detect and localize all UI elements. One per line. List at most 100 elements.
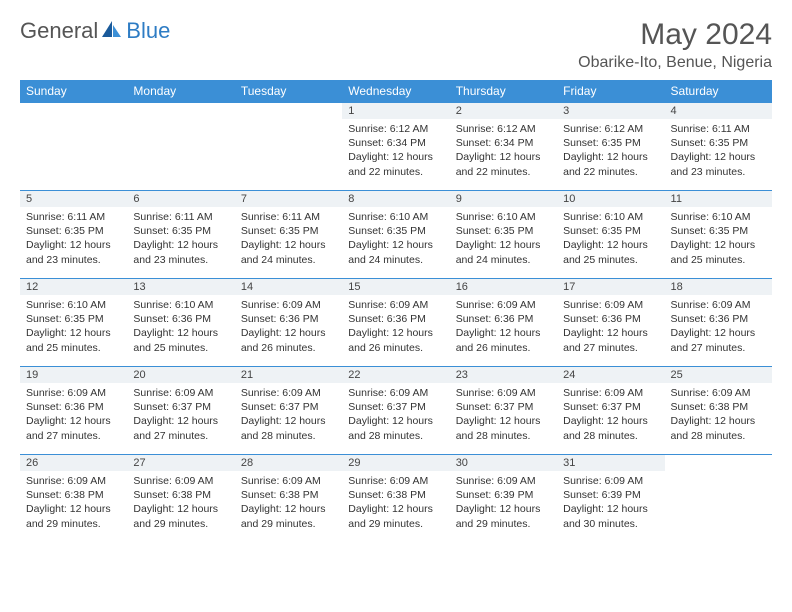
sunrise-text: Sunrise: 6:09 AM [241,298,336,312]
calendar-table: Sunday Monday Tuesday Wednesday Thursday… [20,80,772,543]
sunset-text: Sunset: 6:39 PM [563,488,658,502]
daylight-line2: and 28 minutes. [563,429,658,443]
calendar-cell: 27Sunrise: 6:09 AMSunset: 6:38 PMDayligh… [127,455,234,543]
daylight-line1: Daylight: 12 hours [563,150,658,164]
day-number: 11 [665,191,772,207]
sunset-text: Sunset: 6:35 PM [133,224,228,238]
daylight-line1: Daylight: 12 hours [133,502,228,516]
calendar-cell: 19Sunrise: 6:09 AMSunset: 6:36 PMDayligh… [20,367,127,455]
day-header-sunday: Sunday [20,80,127,103]
logo-text-general: General [20,18,98,44]
logo-text-blue: Blue [126,18,170,44]
calendar-cell: 28Sunrise: 6:09 AMSunset: 6:38 PMDayligh… [235,455,342,543]
sunrise-text: Sunrise: 6:10 AM [671,210,766,224]
day-details: Sunrise: 6:09 AMSunset: 6:36 PMDaylight:… [557,295,664,357]
day-header-wednesday: Wednesday [342,80,449,103]
daylight-line1: Daylight: 12 hours [563,502,658,516]
calendar-cell: 12Sunrise: 6:10 AMSunset: 6:35 PMDayligh… [20,279,127,367]
sunrise-text: Sunrise: 6:10 AM [563,210,658,224]
day-header-tuesday: Tuesday [235,80,342,103]
daylight-line1: Daylight: 12 hours [348,502,443,516]
calendar-body: 1Sunrise: 6:12 AMSunset: 6:34 PMDaylight… [20,103,772,543]
daylight-line2: and 25 minutes. [26,341,121,355]
calendar-cell: 2Sunrise: 6:12 AMSunset: 6:34 PMDaylight… [450,103,557,191]
daylight-line2: and 30 minutes. [563,517,658,531]
sunset-text: Sunset: 6:37 PM [456,400,551,414]
calendar-cell: 17Sunrise: 6:09 AMSunset: 6:36 PMDayligh… [557,279,664,367]
sunrise-text: Sunrise: 6:09 AM [133,386,228,400]
calendar-cell [665,455,772,543]
calendar-cell: 30Sunrise: 6:09 AMSunset: 6:39 PMDayligh… [450,455,557,543]
day-number: 28 [235,455,342,471]
calendar-cell: 23Sunrise: 6:09 AMSunset: 6:37 PMDayligh… [450,367,557,455]
daylight-line2: and 28 minutes. [671,429,766,443]
day-number: 9 [450,191,557,207]
sunrise-text: Sunrise: 6:12 AM [563,122,658,136]
daylight-line2: and 23 minutes. [133,253,228,267]
day-number: 22 [342,367,449,383]
day-number: 21 [235,367,342,383]
sunrise-text: Sunrise: 6:11 AM [241,210,336,224]
day-number: 16 [450,279,557,295]
day-number: 20 [127,367,234,383]
day-details: Sunrise: 6:09 AMSunset: 6:38 PMDaylight:… [20,471,127,533]
sunrise-text: Sunrise: 6:09 AM [456,298,551,312]
calendar-cell: 6Sunrise: 6:11 AMSunset: 6:35 PMDaylight… [127,191,234,279]
sunset-text: Sunset: 6:36 PM [241,312,336,326]
sunrise-text: Sunrise: 6:10 AM [133,298,228,312]
calendar-week-row: 26Sunrise: 6:09 AMSunset: 6:38 PMDayligh… [20,455,772,543]
daylight-line1: Daylight: 12 hours [671,414,766,428]
daylight-line1: Daylight: 12 hours [348,238,443,252]
day-number: 13 [127,279,234,295]
sunset-text: Sunset: 6:38 PM [671,400,766,414]
day-details: Sunrise: 6:09 AMSunset: 6:38 PMDaylight:… [342,471,449,533]
calendar-cell: 1Sunrise: 6:12 AMSunset: 6:34 PMDaylight… [342,103,449,191]
location-text: Obarike-Ito, Benue, Nigeria [578,54,772,72]
daylight-line2: and 28 minutes. [456,429,551,443]
sunrise-text: Sunrise: 6:09 AM [241,474,336,488]
daylight-line2: and 26 minutes. [348,341,443,355]
day-details: Sunrise: 6:11 AMSunset: 6:35 PMDaylight:… [235,207,342,269]
day-header-thursday: Thursday [450,80,557,103]
calendar-cell: 24Sunrise: 6:09 AMSunset: 6:37 PMDayligh… [557,367,664,455]
day-details: Sunrise: 6:09 AMSunset: 6:37 PMDaylight:… [127,383,234,445]
daylight-line2: and 25 minutes. [563,253,658,267]
calendar-cell: 16Sunrise: 6:09 AMSunset: 6:36 PMDayligh… [450,279,557,367]
sunrise-text: Sunrise: 6:09 AM [348,386,443,400]
daylight-line1: Daylight: 12 hours [26,238,121,252]
sunset-text: Sunset: 6:38 PM [241,488,336,502]
calendar-cell: 4Sunrise: 6:11 AMSunset: 6:35 PMDaylight… [665,103,772,191]
calendar-week-row: 12Sunrise: 6:10 AMSunset: 6:35 PMDayligh… [20,279,772,367]
daylight-line1: Daylight: 12 hours [563,414,658,428]
sunrise-text: Sunrise: 6:09 AM [241,386,336,400]
calendar-cell: 31Sunrise: 6:09 AMSunset: 6:39 PMDayligh… [557,455,664,543]
daylight-line2: and 22 minutes. [348,165,443,179]
sunset-text: Sunset: 6:34 PM [456,136,551,150]
calendar-cell: 15Sunrise: 6:09 AMSunset: 6:36 PMDayligh… [342,279,449,367]
day-header-friday: Friday [557,80,664,103]
sunset-text: Sunset: 6:36 PM [26,400,121,414]
calendar-cell: 20Sunrise: 6:09 AMSunset: 6:37 PMDayligh… [127,367,234,455]
day-details: Sunrise: 6:11 AMSunset: 6:35 PMDaylight:… [20,207,127,269]
day-number: 3 [557,103,664,119]
day-details: Sunrise: 6:12 AMSunset: 6:34 PMDaylight:… [450,119,557,181]
day-details: Sunrise: 6:09 AMSunset: 6:37 PMDaylight:… [235,383,342,445]
sunrise-text: Sunrise: 6:09 AM [563,386,658,400]
sunset-text: Sunset: 6:36 PM [133,312,228,326]
day-details: Sunrise: 6:10 AMSunset: 6:35 PMDaylight:… [557,207,664,269]
day-details: Sunrise: 6:09 AMSunset: 6:38 PMDaylight:… [665,383,772,445]
day-details: Sunrise: 6:09 AMSunset: 6:37 PMDaylight:… [557,383,664,445]
logo: General Blue [20,18,170,44]
title-block: May 2024 Obarike-Ito, Benue, Nigeria [578,18,772,72]
day-number: 17 [557,279,664,295]
day-number: 18 [665,279,772,295]
sunrise-text: Sunrise: 6:12 AM [456,122,551,136]
calendar-cell: 25Sunrise: 6:09 AMSunset: 6:38 PMDayligh… [665,367,772,455]
day-number: 1 [342,103,449,119]
sunset-text: Sunset: 6:36 PM [348,312,443,326]
day-details: Sunrise: 6:10 AMSunset: 6:35 PMDaylight:… [342,207,449,269]
calendar-cell: 18Sunrise: 6:09 AMSunset: 6:36 PMDayligh… [665,279,772,367]
daylight-line1: Daylight: 12 hours [671,238,766,252]
sunrise-text: Sunrise: 6:09 AM [456,474,551,488]
calendar-cell: 10Sunrise: 6:10 AMSunset: 6:35 PMDayligh… [557,191,664,279]
